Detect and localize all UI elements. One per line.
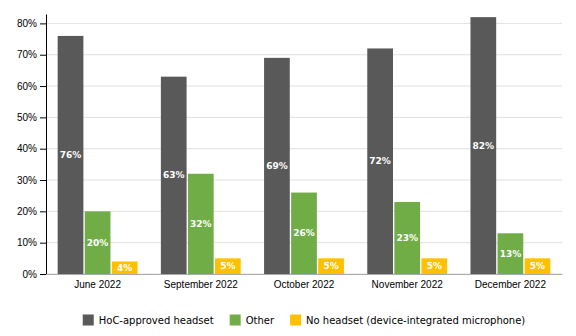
y-tick-mark [40, 55, 46, 56]
bars [58, 17, 551, 274]
data-label: 5% [220, 261, 235, 271]
y-tick-mark [40, 23, 46, 24]
bar [85, 211, 111, 274]
data-label: 5% [427, 261, 442, 271]
bar-series [112, 258, 551, 274]
bar-series [85, 174, 524, 274]
y-tick-label: 0% [23, 269, 38, 280]
y-tick: 50% [17, 112, 46, 123]
bar [394, 202, 420, 274]
y-tick-label: 60% [17, 81, 37, 92]
bar [318, 258, 344, 274]
y-tick: 40% [17, 143, 46, 154]
bar [58, 36, 84, 274]
chart: 0% 10% 20% 30% 40% 50% 60% 70% 80% June 2022 Septe… [0, 0, 576, 336]
bar [188, 174, 214, 274]
bar [161, 77, 187, 274]
data-label: 4% [117, 263, 132, 273]
bar [291, 193, 317, 274]
x-tick: June 2022 [74, 274, 121, 290]
legend-item: HoC-approved headset [83, 315, 214, 326]
x-tick: December 2022 [475, 274, 547, 290]
y-tick-label: 10% [17, 237, 37, 248]
y-tick-mark [40, 274, 46, 275]
y-tick-label: 80% [17, 18, 37, 29]
x-tick-label: September 2022 [164, 279, 238, 290]
y-tick: 70% [17, 49, 46, 60]
y-tick: 10% [17, 237, 46, 248]
legend-label: Other [246, 315, 275, 326]
x-tick: October 2022 [274, 274, 335, 290]
plot: 0% 10% 20% 30% 40% 50% 60% 70% 80% June 2022 Septe… [17, 15, 563, 291]
bar [421, 258, 447, 274]
legend-swatch [230, 315, 241, 326]
data-label: 63% [163, 170, 185, 180]
y-tick-mark [40, 180, 46, 181]
x-axis: June 2022 September 2022 October 2022 Novem… [47, 274, 563, 290]
legend-swatch [83, 315, 94, 326]
data-label: 32% [190, 219, 212, 229]
x-axis-line [47, 274, 563, 275]
bar [215, 258, 241, 274]
bar [470, 17, 496, 274]
x-tick-label: December 2022 [475, 279, 547, 290]
y-tick: 0% [23, 269, 46, 280]
legend-swatch [290, 315, 301, 326]
data-label: 69% [266, 161, 288, 171]
y-tick-mark [40, 243, 46, 244]
legend-item: Other [230, 315, 275, 326]
x-tick-label: June 2022 [74, 279, 121, 290]
data-label: 76% [60, 150, 82, 160]
data-label: 20% [87, 238, 109, 248]
data-label: 72% [369, 156, 391, 166]
y-tick: 20% [17, 206, 46, 217]
data-labels: 76% 63% 69% 72% 82% 20% 32% 26% 23% 13% 4% 5% 5% 5% 5% [60, 141, 545, 273]
data-label: 26% [293, 228, 315, 238]
bar [498, 233, 524, 274]
y-tick-label: 40% [17, 143, 37, 154]
data-label: 82% [473, 141, 495, 151]
x-tick: September 2022 [164, 274, 238, 290]
y-tick-mark [40, 149, 46, 150]
bar-series [58, 17, 497, 274]
y-tick-label: 70% [17, 49, 37, 60]
y-tick-mark [40, 211, 46, 212]
y-tick: 80% [17, 18, 46, 29]
y-tick: 30% [17, 175, 46, 186]
legend: HoC-approved headset Other No headset (dev… [83, 315, 526, 326]
data-label: 5% [323, 261, 338, 271]
y-tick-mark [40, 117, 46, 118]
bar [264, 58, 290, 274]
x-tick-label: October 2022 [274, 279, 335, 290]
x-tick: November 2022 [372, 274, 444, 290]
y-tick: 60% [17, 81, 46, 92]
bar [367, 48, 393, 274]
data-label: 23% [396, 233, 418, 243]
x-tick-label: November 2022 [372, 279, 444, 290]
y-tick-label: 50% [17, 112, 37, 123]
legend-label: HoC-approved headset [99, 315, 214, 326]
bar [525, 258, 551, 274]
y-tick-label: 20% [17, 206, 37, 217]
bar [112, 261, 138, 274]
y-tick-label: 30% [17, 175, 37, 186]
y-axis-line [46, 15, 47, 275]
data-label: 13% [500, 249, 522, 259]
y-tick-mark [40, 86, 46, 87]
legend-item: No headset (device-integrated microphone… [290, 315, 525, 326]
data-label: 5% [530, 261, 545, 271]
legend-label: No headset (device-integrated microphone… [306, 315, 525, 326]
y-axis: 0% 10% 20% 30% 40% 50% 60% 70% 80% [17, 15, 47, 280]
